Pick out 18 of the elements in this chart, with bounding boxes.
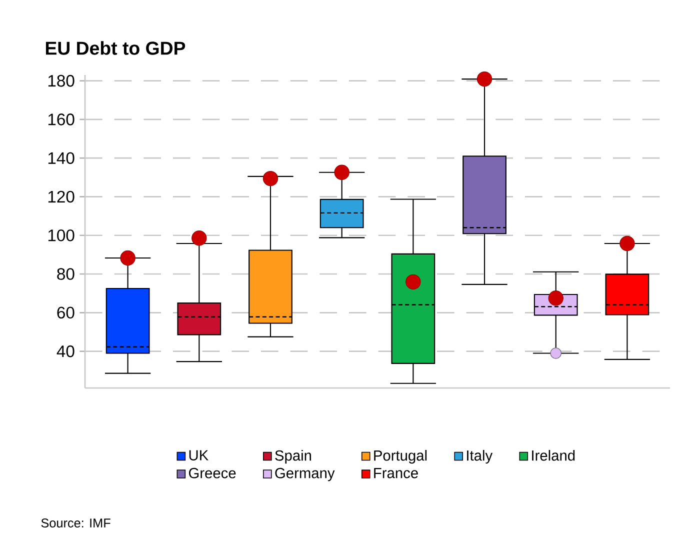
y-tick-label: 180 [48,74,74,87]
legend-label: Greece [188,468,236,478]
y-tick-label: 160 [48,114,74,126]
legend-label: UK [189,450,208,460]
y-tick-label: 140 [48,152,74,164]
chart-title: EU Debt to GDP [46,41,186,55]
legend-label: Portugal [374,450,427,464]
legend-label: Germany [275,468,335,482]
legend-label: Ireland [532,450,575,461]
source-note: Source: IMF [41,518,110,528]
legend-label: France [374,468,418,478]
y-tick-label: 60 [57,306,74,319]
y-tick-label: 100 [48,229,74,242]
legend-label: Italy [467,450,493,464]
legend-label: Spain [275,450,312,464]
y-tick-label: 40 [56,345,74,358]
y-tick-label: 120 [48,190,74,203]
y-tick-label: 80 [57,268,74,280]
